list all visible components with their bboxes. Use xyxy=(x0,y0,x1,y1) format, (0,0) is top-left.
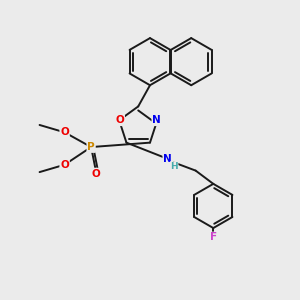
Text: F: F xyxy=(210,232,217,242)
Text: N: N xyxy=(152,115,161,125)
Text: N: N xyxy=(163,154,172,164)
Text: O: O xyxy=(91,169,100,178)
Text: O: O xyxy=(60,127,69,137)
Text: P: P xyxy=(87,142,95,152)
Text: H: H xyxy=(170,162,178,171)
Text: O: O xyxy=(60,160,69,170)
Text: O: O xyxy=(116,115,124,125)
